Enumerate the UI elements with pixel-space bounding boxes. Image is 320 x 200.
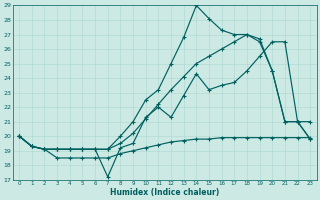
X-axis label: Humidex (Indice chaleur): Humidex (Indice chaleur)	[110, 188, 219, 197]
